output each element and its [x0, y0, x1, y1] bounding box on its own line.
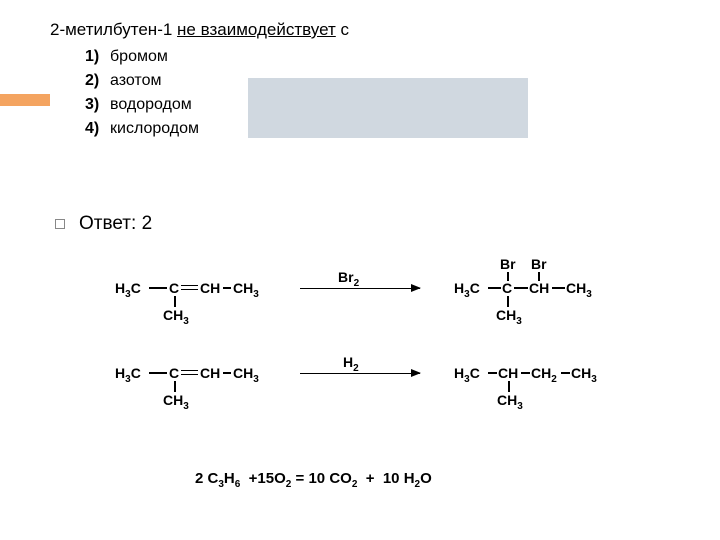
row2-prod-h3c: H3C	[454, 365, 480, 385]
double-bond	[181, 285, 198, 290]
option-text: кислородом	[110, 120, 199, 138]
row2-subch3: CH3	[163, 392, 189, 412]
answer-text: Ответ: 2	[79, 213, 152, 235]
option-num: 3)	[85, 96, 110, 114]
row2-prod-ch2: CH2	[531, 365, 557, 385]
arrow-icon	[300, 288, 420, 289]
bond	[561, 372, 570, 374]
row1-br1: Br	[500, 256, 516, 272]
row2-prod-subch3: CH3	[497, 392, 523, 412]
bond	[149, 287, 167, 289]
combustion-equation: 2 C3H6 +15O2 = 10 CO2 + 10 H2O	[195, 470, 432, 490]
row1-ch: CH	[200, 280, 220, 296]
question-suffix: с	[336, 20, 349, 39]
row2-reactant: H3C	[115, 365, 141, 385]
option-num: 4)	[85, 120, 110, 138]
option-text: азотом	[110, 72, 161, 90]
row1-reactant: H3C	[115, 280, 141, 300]
question-underlined: не взаимодействует	[177, 20, 336, 39]
row2-c: C	[169, 365, 179, 381]
h2-label: H2	[343, 354, 359, 374]
br2-label: Br2	[338, 269, 359, 289]
answer-row: Ответ: 2	[55, 213, 152, 235]
option-text: водородом	[110, 96, 192, 114]
chemistry-reactions: H3C C CH CH3 CH3 Br2 Br Br H3C C CH CH3	[0, 265, 720, 540]
row2-ch3: CH3	[233, 365, 259, 385]
row1-subch3: CH3	[163, 307, 189, 327]
question-text: 2-метилбутен-1 не взаимодействует с	[50, 20, 349, 40]
gray-background-bar	[248, 78, 528, 138]
option-text: бромом	[110, 48, 168, 66]
row2-ch: CH	[200, 365, 220, 381]
bond	[488, 287, 501, 289]
row1-prod-h3c: H3C	[454, 280, 480, 300]
bond	[223, 287, 231, 289]
double-bond	[181, 370, 198, 375]
bond	[488, 372, 497, 374]
options-list: 1) бромом 2) азотом 3) водородом 4) кисл…	[85, 48, 199, 144]
bond	[552, 287, 565, 289]
option-4: 4) кислородом	[85, 120, 199, 138]
option-3: 3) водородом	[85, 96, 199, 114]
row1-ch3: CH3	[233, 280, 259, 300]
row2-prod-ch: CH	[498, 365, 518, 381]
vbond	[508, 381, 510, 392]
bond	[149, 372, 167, 374]
arrow-icon	[300, 373, 420, 374]
row1-br2: Br	[531, 256, 547, 272]
option-2: 2) азотом	[85, 72, 199, 90]
vbond	[174, 296, 176, 307]
vbond	[507, 296, 509, 307]
vbond	[174, 381, 176, 392]
option-1: 1) бромом	[85, 48, 199, 66]
row1-prod-ch3: CH3	[566, 280, 592, 300]
question-prefix: 2-метилбутен-1	[50, 20, 177, 39]
row1-prod-c: C	[502, 280, 512, 296]
orange-accent-bar	[0, 94, 50, 106]
row1-prod-ch: CH	[529, 280, 549, 296]
row2-prod-ch3: CH3	[571, 365, 597, 385]
bond	[521, 372, 530, 374]
row1-c: C	[169, 280, 179, 296]
row1-prod-subch3: CH3	[496, 307, 522, 327]
bond	[514, 287, 528, 289]
bullet-icon	[55, 219, 65, 229]
bond	[223, 372, 231, 374]
option-num: 2)	[85, 72, 110, 90]
option-num: 1)	[85, 48, 110, 66]
